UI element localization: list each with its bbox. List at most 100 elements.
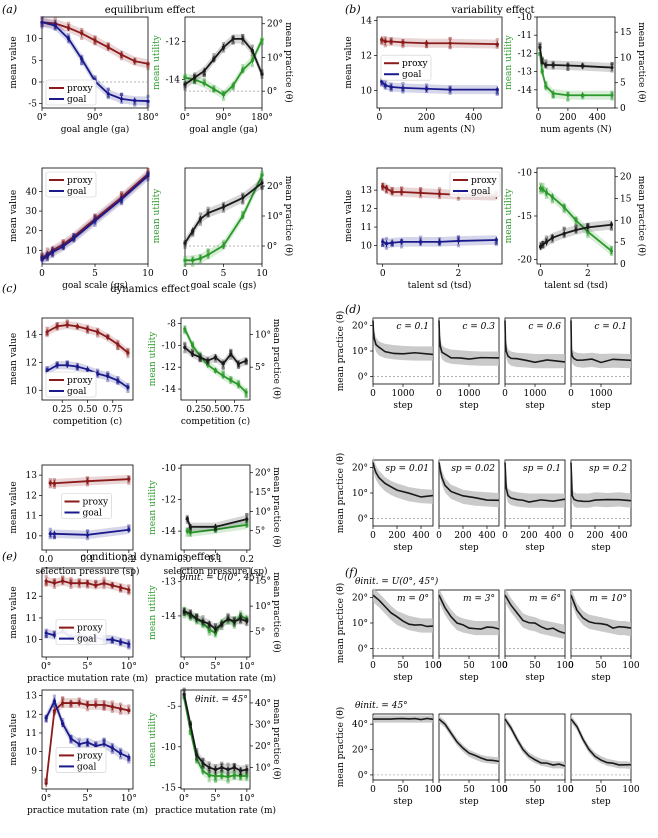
- y-tick-label: -12: [162, 496, 177, 506]
- replicate-point: [193, 81, 197, 85]
- replicate-point: [72, 233, 76, 237]
- y-axis-label: mean practice (θ): [335, 707, 346, 788]
- replicate-point: [213, 359, 218, 363]
- subpanel-d-0-2: [504, 313, 566, 387]
- replicate-point: [127, 760, 131, 764]
- axes-frame: [376, 16, 503, 109]
- data-point-utility: [610, 93, 614, 97]
- y2-axis-label: mean practice (θ): [271, 699, 282, 780]
- data-point-goal: [133, 99, 137, 103]
- x-tick-label: 400: [610, 531, 627, 541]
- y-tick-label: 14: [26, 331, 38, 341]
- replicate-point: [544, 59, 548, 63]
- y-tick-label: 11: [26, 614, 37, 624]
- y2-tick-label: 10°: [255, 763, 271, 773]
- panel-a1: [39, 16, 150, 111]
- band-practice: [184, 689, 247, 776]
- data-point-practice: [544, 240, 549, 244]
- practice-band: [505, 313, 565, 369]
- replicate-point: [207, 779, 211, 783]
- replicate-point: [185, 520, 189, 524]
- data-point-practice: [245, 768, 249, 772]
- practice-line: [372, 320, 434, 356]
- data-point-practice: [221, 205, 226, 209]
- x-tick-label: 5°: [82, 662, 92, 672]
- y-axis-label: mean value: [9, 586, 19, 638]
- replicate-point: [102, 576, 106, 581]
- data-point-proxy: [437, 192, 442, 196]
- series-line-practice: [184, 182, 263, 244]
- replicate-point: [384, 246, 389, 250]
- practice-line: [504, 320, 566, 364]
- x-tick-label: 0: [182, 269, 188, 279]
- axes-frame: [570, 713, 632, 781]
- data-point-proxy: [418, 191, 423, 195]
- y2-tick-label: 10: [620, 216, 632, 226]
- x-axis-label: selection pressure (sp): [163, 566, 267, 577]
- replicate-point: [94, 698, 98, 702]
- x-tick-label: 0: [380, 269, 386, 279]
- subpanel-f-0-3: [570, 587, 632, 659]
- replicate-point: [183, 87, 187, 91]
- replicate-point: [110, 750, 114, 755]
- panel-annotation: θinit. = 45°: [195, 695, 248, 705]
- data-point-utility: [260, 38, 264, 42]
- data-point-practice: [190, 352, 195, 356]
- practice-band: [571, 587, 631, 637]
- replicate-point: [183, 350, 187, 354]
- replicate-point: [380, 41, 384, 46]
- y-tick-label: 10: [26, 532, 38, 542]
- y-tick-label: -10: [518, 13, 533, 23]
- data-point-utility: [245, 523, 249, 527]
- replicate-point: [566, 67, 570, 71]
- data-point-utility: [201, 769, 205, 773]
- replicate-point: [541, 182, 545, 187]
- replicate-point: [437, 187, 442, 191]
- data-point-proxy: [75, 324, 79, 328]
- replicate-point: [40, 16, 44, 20]
- replicate-point: [221, 201, 226, 205]
- band-goal: [47, 361, 128, 392]
- replicate-point: [202, 77, 206, 81]
- x-axis-label: competition (c): [53, 416, 122, 427]
- data-point-goal: [66, 37, 71, 41]
- y-axis-label: mean value: [344, 36, 354, 88]
- legend-label-goal: goal: [77, 635, 97, 645]
- replicate-point: [384, 236, 389, 241]
- y2-tick-label: 20°: [267, 20, 283, 30]
- replicate-point: [93, 223, 97, 227]
- data-point-goal: [52, 532, 57, 536]
- replicate-point: [383, 44, 387, 48]
- y-tick-label: -14: [162, 527, 177, 537]
- data-point-goal: [401, 86, 405, 90]
- axes-frame: [504, 459, 566, 527]
- practice-line: [570, 462, 632, 503]
- replicate-point: [383, 36, 387, 40]
- replicate-point: [236, 379, 241, 383]
- data-point-utility: [229, 378, 233, 382]
- axes-frame: [504, 713, 566, 781]
- row-annotation: θinit. = U(0°, 45°): [355, 576, 439, 587]
- section-letter: (e): [2, 550, 17, 563]
- x-tick-label: 0.25: [186, 405, 206, 415]
- practice-band: [571, 455, 631, 508]
- x-axis-label: practice mutation rate (m): [27, 805, 148, 816]
- replicate-point: [61, 576, 65, 580]
- data-point-utility: [213, 368, 218, 373]
- x-tick-label: 0.0: [39, 555, 54, 565]
- data-point-utility: [238, 774, 243, 778]
- data-point-practice: [232, 619, 236, 624]
- panel-annotation: θinit. = U(0°, 45°): [180, 572, 264, 583]
- replicate-point: [61, 239, 65, 243]
- replicate-point: [206, 248, 210, 252]
- series-line-practice: [186, 518, 248, 528]
- data-point-goal: [48, 532, 52, 536]
- replicate-point: [544, 195, 549, 199]
- data-point-proxy: [77, 581, 81, 585]
- replicate-point: [44, 574, 48, 579]
- x-tick-label: 0.50: [77, 405, 97, 415]
- y2-tick-label: 5: [620, 238, 626, 248]
- subpanel-f-0-0: [370, 587, 434, 659]
- replicate-point: [106, 87, 110, 91]
- data-point-goal: [106, 374, 110, 378]
